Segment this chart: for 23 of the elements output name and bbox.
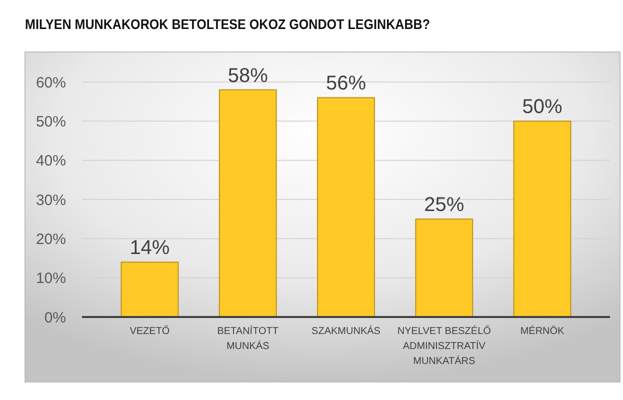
y-tick-label: 40%	[36, 152, 66, 170]
x-tick-label: MÉRNÖK	[520, 325, 565, 337]
y-tick-label: 10%	[36, 270, 66, 288]
y-tick-label: 30%	[36, 192, 66, 209]
chart-title: MILYEN MUNKAKOROK BETOLTESE OKOZ GONDOT LEGINKABB?	[25, 16, 477, 32]
x-tick-label: VEZETŐ	[130, 325, 170, 337]
data-label: 50%	[522, 96, 563, 118]
y-tick-label: 60%	[36, 74, 66, 92]
data-label: 25%	[424, 194, 464, 216]
y-tick-label: 20%	[36, 230, 66, 248]
bar	[513, 120, 572, 318]
bar	[218, 89, 277, 318]
x-tick-label: SZAKMUNKÁS	[312, 325, 381, 337]
x-tick-label: BETANÍTOTT MUNKÁS	[217, 325, 279, 352]
y-tick-label: 50%	[36, 113, 66, 130]
bar	[415, 218, 474, 318]
y-tick-label: 0%	[44, 309, 66, 326]
data-label: 14%	[130, 237, 170, 260]
bar	[120, 262, 179, 318]
data-label: 56%	[326, 72, 366, 95]
bar	[317, 97, 375, 318]
x-tick-label: NYELVET BESZÉLŐ ADMINISZTRATÍV MUNKATÁRS	[397, 325, 492, 367]
data-label: 58%	[228, 64, 268, 87]
